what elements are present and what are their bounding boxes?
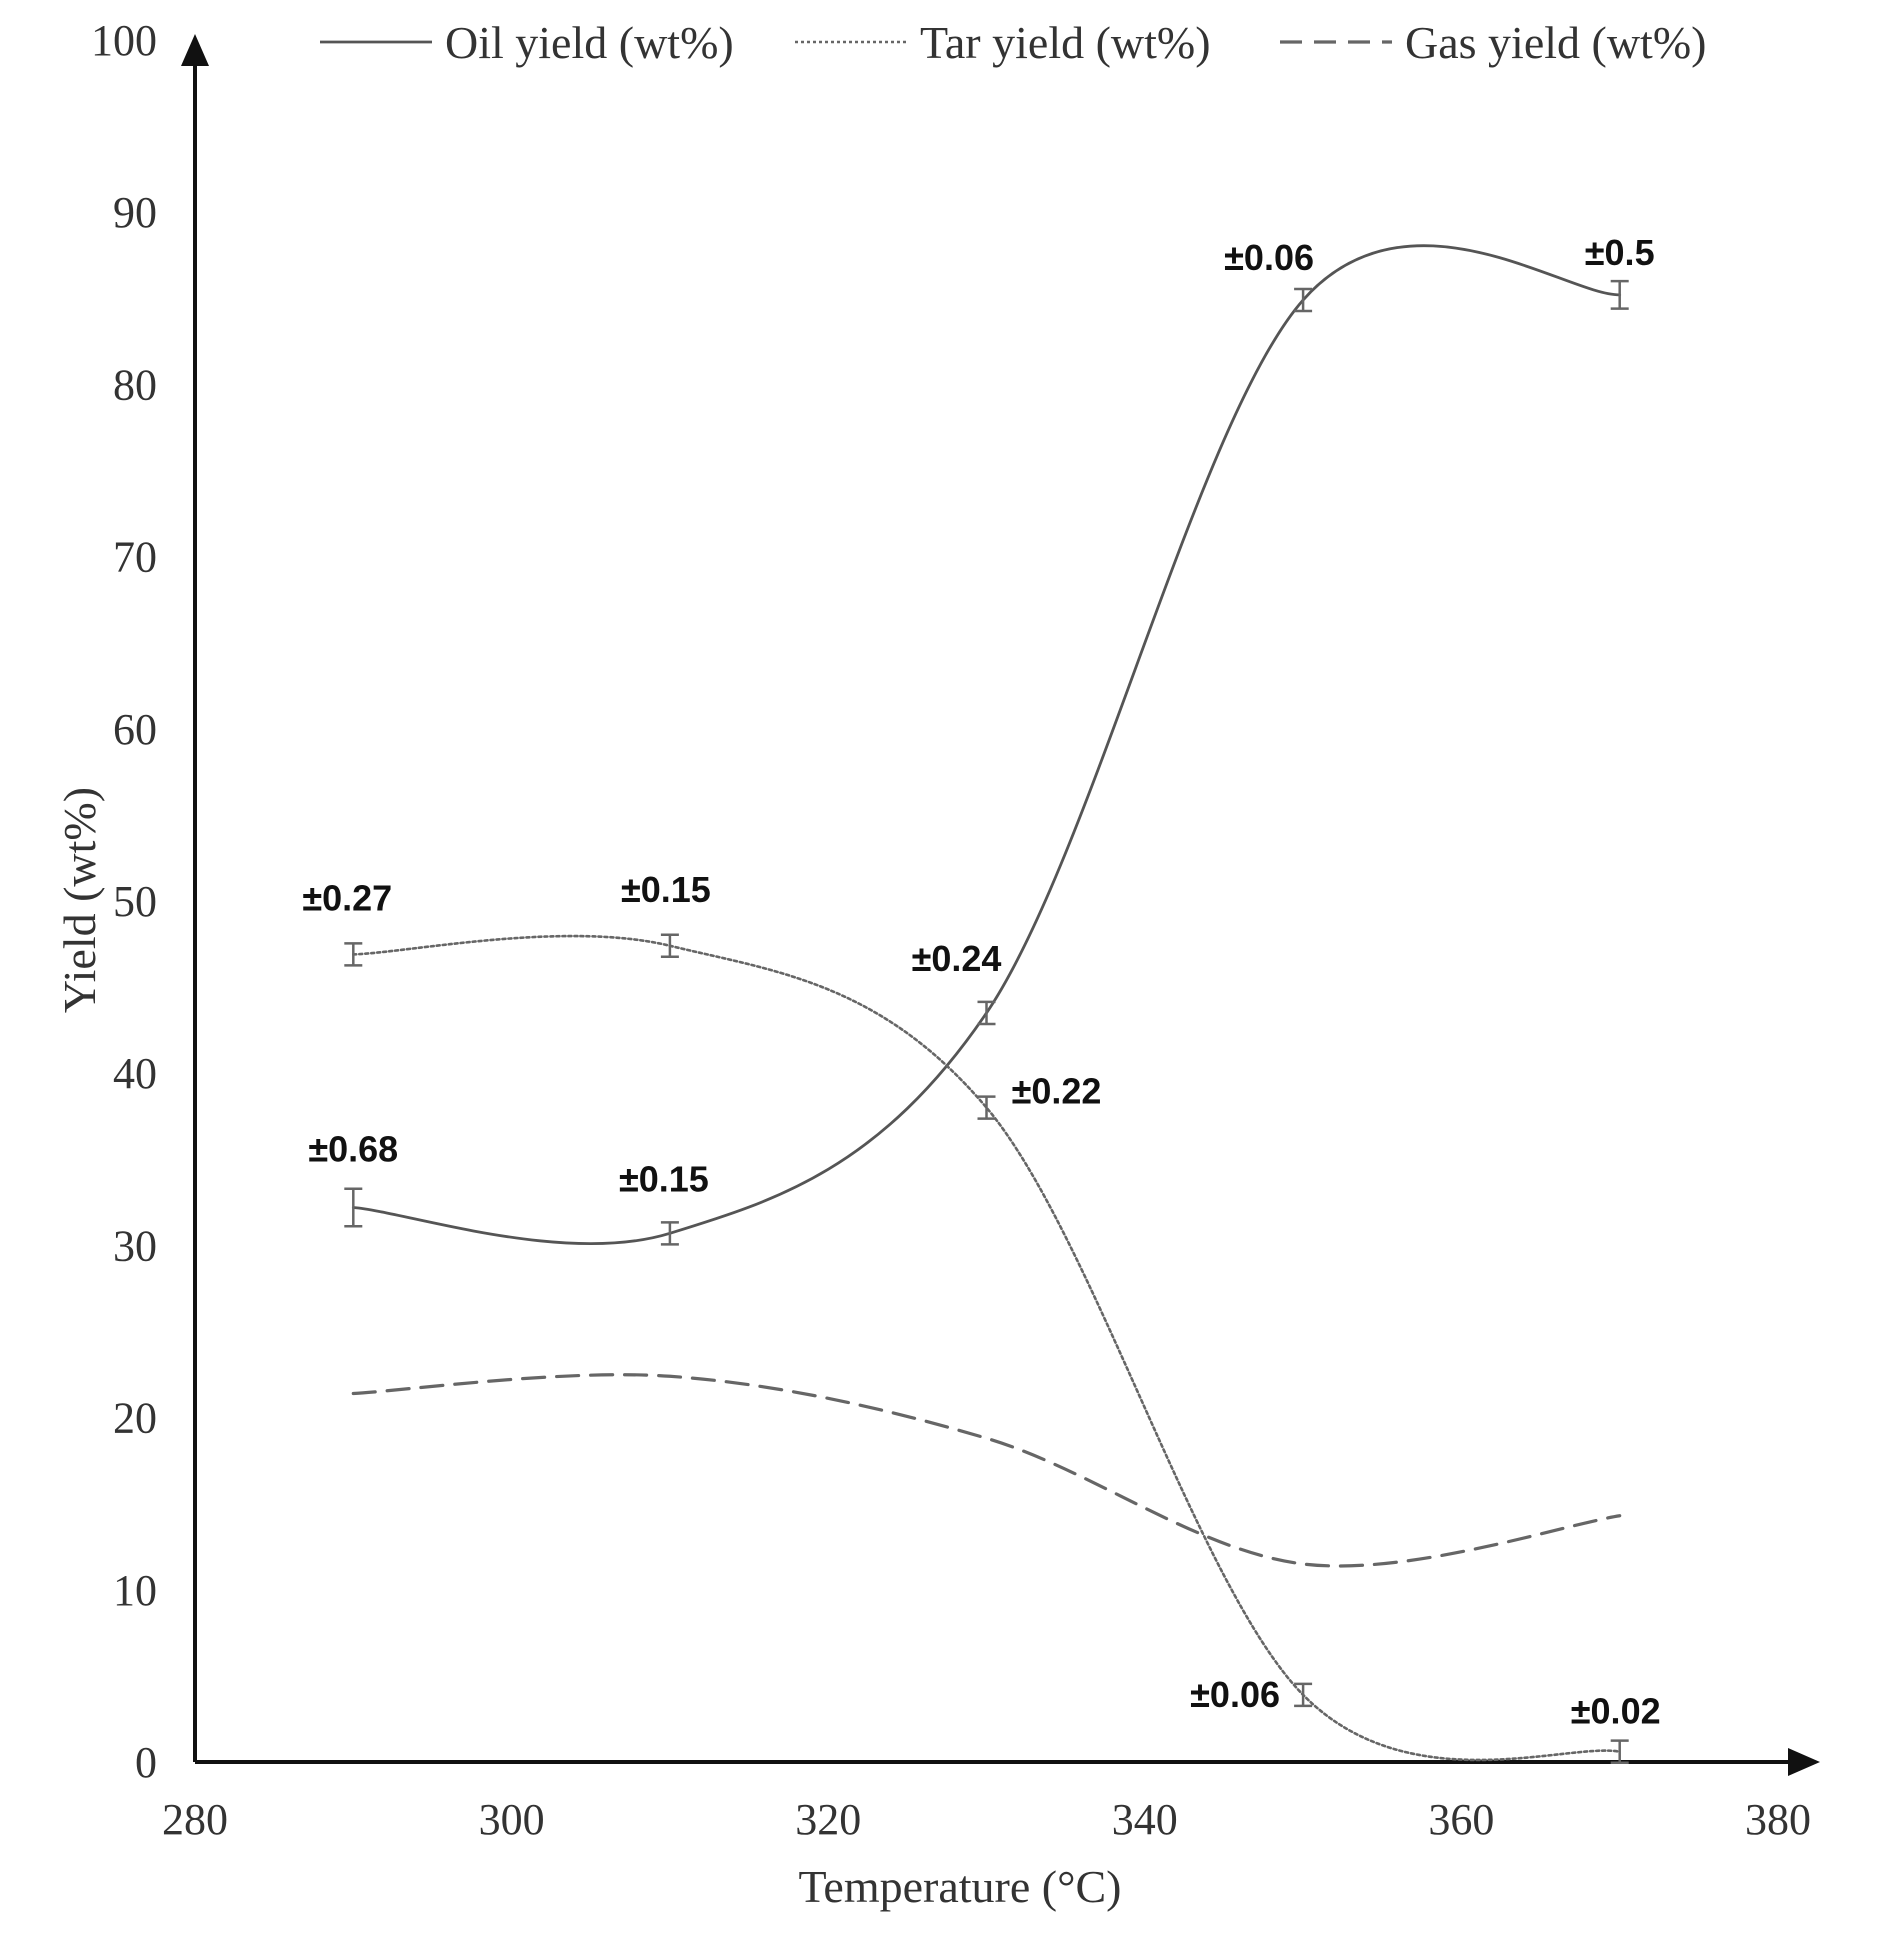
- y-tick-label: 10: [113, 1566, 157, 1615]
- oil-error-bar: [977, 1000, 996, 1026]
- tar-error-bar: [1294, 1682, 1313, 1708]
- gas-yield-line: [351, 1373, 1622, 1568]
- tar-error-bar: [1610, 1739, 1629, 1764]
- legend-item-oil: Oil yield (wt%): [320, 17, 734, 68]
- y-tick-label: 60: [113, 705, 157, 754]
- y-axis-title: Yield (wt%): [54, 787, 105, 1013]
- oil-error-bar: [344, 1187, 363, 1228]
- oil-error-bar: [1294, 287, 1313, 313]
- tar-error-label: ±0.15: [621, 869, 711, 910]
- x-tick-label: 280: [162, 1795, 228, 1844]
- oil-error-label: ±0.68: [308, 1129, 398, 1170]
- x-tick-label: 360: [1428, 1795, 1494, 1844]
- legend-item-tar: Tar yield (wt%): [795, 17, 1211, 68]
- legend-label-oil: Oil yield (wt%): [445, 17, 734, 68]
- tar-error-label: ±0.27: [302, 877, 392, 918]
- legend-item-gas: Gas yield (wt%): [1280, 17, 1706, 68]
- x-tick-label: 320: [795, 1795, 861, 1844]
- x-tick-label: 300: [479, 1795, 545, 1844]
- y-tick-label: 90: [113, 188, 157, 237]
- series-lines: [351, 244, 1622, 1762]
- x-tick-label: 380: [1745, 1795, 1811, 1844]
- oil-error-label: ±0.5: [1585, 232, 1655, 273]
- x-tick-label: 340: [1112, 1795, 1178, 1844]
- y-tick-label: 0: [135, 1738, 157, 1787]
- y-tick-label: 40: [113, 1049, 157, 1098]
- x-axis-title: Temperature (°C): [799, 1861, 1122, 1912]
- y-tick-label: 100: [91, 16, 157, 65]
- y-tick-label: 30: [113, 1221, 157, 1270]
- y-tick-label: 70: [113, 533, 157, 582]
- tar-error-bar: [344, 942, 363, 967]
- oil-error-label: ±0.06: [1224, 237, 1314, 278]
- tar-error-bar: [660, 933, 679, 959]
- tar-error-label: ±0.22: [1012, 1071, 1102, 1112]
- oil-error-bar: [1610, 279, 1629, 310]
- tar-yield-line: [352, 934, 1621, 1762]
- legend-label-tar: Tar yield (wt%): [920, 17, 1211, 68]
- y-tick-label: 80: [113, 360, 157, 409]
- y-axis-arrow: [181, 34, 209, 66]
- error-bars: [344, 279, 1629, 1764]
- legend-label-gas: Gas yield (wt%): [1405, 17, 1706, 68]
- y-tick-label: 50: [113, 877, 157, 926]
- oil-error-label: ±0.15: [619, 1158, 709, 1199]
- oil-error-label: ±0.24: [912, 938, 1002, 979]
- error-labels: ±0.68 ±0.15 ±0.24 ±0.06 ±0.5 ±0.27 ±0.15 ±0.22 ±…: [302, 232, 1660, 1732]
- oil-yield-line: [351, 244, 1622, 1246]
- legend: Oil yield (wt%) Tar yield (wt%) Gas yield …: [320, 17, 1706, 68]
- tar-error-label: ±0.06: [1190, 1674, 1280, 1715]
- y-tick-label: 20: [113, 1394, 157, 1443]
- tar-error-bar: [977, 1095, 996, 1120]
- x-axis-arrow: [1788, 1748, 1820, 1776]
- tar-error-label: ±0.02: [1571, 1691, 1661, 1732]
- oil-error-bar: [660, 1221, 679, 1246]
- axes: 280 300 320 340 360 380 0 10 20 30 40 50 60 70 80 90 100: [91, 16, 1820, 1844]
